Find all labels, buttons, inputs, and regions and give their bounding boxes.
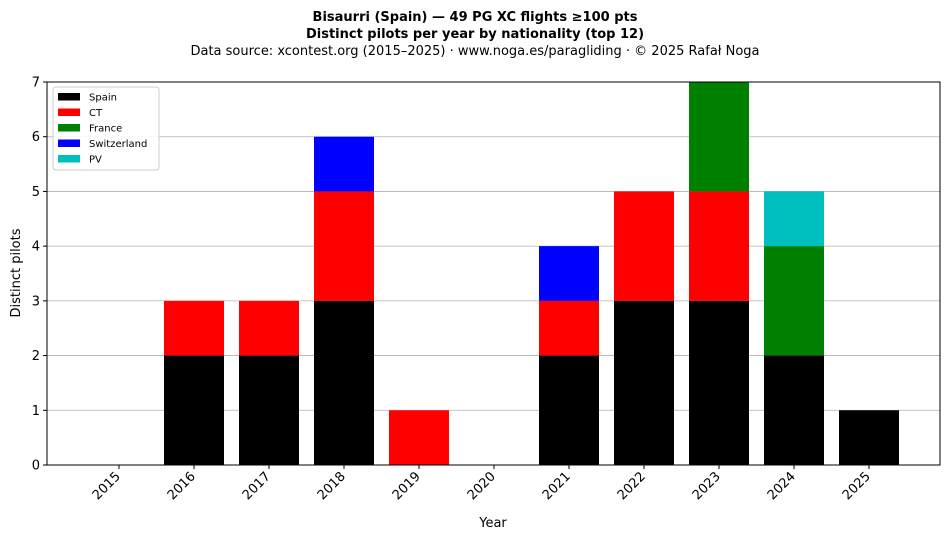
- x-tick-label: 2017: [240, 469, 274, 503]
- y-axis: 0 1 2 3 4 5 6 7: [32, 76, 47, 474]
- legend-swatch: [58, 93, 80, 101]
- bar-spain-2023: [689, 300, 749, 465]
- legend-box: [52, 86, 160, 171]
- y-tick-label: 7: [32, 76, 40, 91]
- x-tick-label: 2023: [690, 469, 724, 503]
- y-tick-label: 6: [32, 130, 40, 145]
- x-tick-label: 2024: [765, 469, 799, 503]
- bar-france-2023: [689, 82, 749, 192]
- bar-switzerland-2021: [539, 246, 599, 301]
- x-tick-label: 2015: [90, 469, 124, 503]
- x-tick-label: 2020: [465, 469, 499, 503]
- chart-title: Bisaurri (Spain) — 49 PG XC flights ≥100…: [313, 10, 638, 25]
- x-axis-label: Year: [478, 516, 507, 531]
- legend-swatch: [58, 155, 80, 163]
- legend-label: CT: [89, 108, 103, 119]
- bar-ct-2019: [389, 410, 449, 465]
- x-tick-label: 2021: [540, 469, 574, 503]
- y-tick-label: 3: [32, 294, 40, 309]
- legend: Spain CT France Switzerland PV: [52, 86, 160, 171]
- x-tick-label: 2025: [840, 469, 874, 503]
- x-tick-label: 2022: [615, 469, 649, 503]
- legend-label: Spain: [89, 93, 117, 104]
- bar-ct-2018: [314, 191, 374, 301]
- bar-spain-2018: [314, 300, 374, 465]
- x-tick-label: 2019: [390, 469, 424, 503]
- bar-ct-2022: [614, 191, 674, 301]
- x-tick-label: 2016: [165, 469, 199, 503]
- bar-spain-2025: [839, 410, 899, 465]
- y-tick-label: 5: [32, 185, 40, 200]
- y-tick-label: 2: [32, 349, 40, 364]
- y-tick-label: 4: [32, 240, 40, 255]
- x-axis: 2015 2016 2017 2018 2019 2020 2021 2022 2023 2024…: [90, 465, 874, 503]
- y-axis-label: Distinct pilots: [9, 228, 24, 317]
- chart-subtitle: Distinct pilots per year by nationality …: [306, 27, 644, 42]
- bar-france-2024: [764, 246, 824, 356]
- x-tick-label: 2018: [315, 469, 349, 503]
- legend-swatch: [58, 124, 80, 132]
- legend-swatch: [58, 139, 80, 147]
- y-tick-label: 0: [32, 459, 40, 474]
- bar-switzerland-2018: [314, 136, 374, 192]
- bar-pv-2024: [764, 191, 824, 247]
- bar-spain-2017: [239, 355, 299, 465]
- legend-label: France: [89, 124, 122, 135]
- bar-ct-2017: [239, 300, 299, 356]
- bar-spain-2024: [764, 355, 824, 465]
- bar-spain-2021: [539, 355, 599, 465]
- legend-label: PV: [89, 155, 102, 166]
- bar-ct-2016: [164, 300, 224, 356]
- bar-ct-2023: [689, 191, 749, 301]
- legend-label: Switzerland: [89, 139, 147, 150]
- chart-source: Data source: xcontest.org (2015–2025) · …: [190, 44, 759, 59]
- bars: [164, 82, 899, 465]
- legend-swatch: [58, 108, 80, 116]
- y-tick-label: 1: [32, 404, 40, 419]
- bar-ct-2021: [539, 300, 599, 356]
- bar-spain-2022: [614, 300, 674, 465]
- bar-spain-2016: [164, 355, 224, 465]
